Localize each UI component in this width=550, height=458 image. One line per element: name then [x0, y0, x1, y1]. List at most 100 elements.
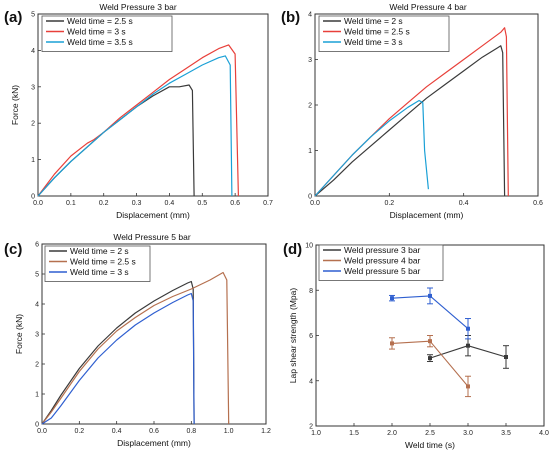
y-tick-label: 1	[308, 148, 312, 155]
series-line-2	[391, 340, 469, 387]
legend-entry: Weld time = 2.5 s	[344, 27, 410, 37]
legend-entry: Weld time = 2.5 s	[67, 16, 133, 26]
legend-box	[41, 15, 173, 52]
y-tick-label: 5	[31, 12, 35, 19]
legend-entry: Weld time = 3 s	[67, 27, 126, 37]
x-tick-label: 3.5	[501, 430, 511, 437]
x-tick-label: 0.4	[112, 428, 122, 435]
x-tick-label: 0.6	[533, 200, 543, 207]
series-line-2	[41, 271, 230, 425]
panel-b: (b) Weld Pressure 4 bar 0.0 0.2 0.4 0.6 0 1 2 3 4 D…	[281, 2, 543, 220]
y-tick-label: 5	[35, 272, 39, 279]
x-tick-label: 0.2	[99, 200, 109, 207]
y-tick-label: 0	[31, 194, 35, 201]
panel-label: (d)	[283, 241, 302, 258]
x-tick-label: 0.8	[186, 428, 196, 435]
y-tick-label: 2	[308, 103, 312, 110]
y-axis-label: Force (kN)	[14, 314, 24, 354]
x-tick-label: 0.0	[310, 200, 320, 207]
plot-frame	[37, 13, 269, 197]
y-tick-label: 2	[35, 362, 39, 369]
y-tick-label: 1	[31, 157, 35, 164]
legend-box	[44, 245, 151, 282]
data-point	[504, 354, 508, 359]
legend-entry: Weld pressure 4 bar	[344, 256, 421, 266]
legend-entry: Weld time = 3 s	[70, 267, 129, 277]
y-tick-label: 4	[309, 378, 313, 385]
x-tick-label: 1.0	[224, 428, 234, 435]
panel-label: (b)	[281, 9, 300, 26]
x-tick-label: 0.6	[230, 200, 240, 207]
data-point	[466, 384, 470, 389]
x-tick-label: 1.5	[349, 430, 359, 437]
series-line-2	[37, 44, 239, 197]
legend-entry: Weld time = 3 s	[344, 37, 403, 47]
panel-title: Weld Pressure 4 bar	[389, 2, 466, 12]
legend-entry: Weld time = 2.5 s	[70, 257, 136, 267]
y-tick-label: 1	[35, 392, 39, 399]
x-tick-label: 0.7	[263, 200, 273, 207]
x-tick-label: 1.0	[311, 430, 321, 437]
x-tick-label: 0.2	[74, 428, 84, 435]
x-tick-label: 4.0	[539, 430, 549, 437]
panel-label: (c)	[4, 241, 22, 258]
y-tick-label: 2	[309, 424, 313, 431]
data-point	[428, 356, 432, 361]
series-line-1	[314, 45, 506, 197]
legend-box	[318, 15, 450, 52]
y-tick-label: 3	[31, 84, 35, 91]
series-line-1	[41, 280, 195, 425]
x-tick-label: 0.4	[459, 200, 469, 207]
x-tick-label: 0.0	[33, 200, 43, 207]
y-tick-label: 0	[308, 194, 312, 201]
legend-entry: Weld pressure 5 bar	[344, 266, 421, 276]
x-axis-label: Displacement (mm)	[390, 210, 464, 220]
y-tick-label: 8	[309, 288, 313, 295]
x-tick-label: 0.1	[66, 200, 76, 207]
y-tick-label: 4	[308, 12, 312, 19]
x-tick-label: 0.2	[384, 200, 394, 207]
x-axis-label: Weld time (s)	[405, 440, 455, 450]
series-line-3	[314, 99, 429, 197]
x-axis-label: Displacement (mm)	[117, 438, 191, 448]
y-tick-label: 4	[31, 48, 35, 55]
data-point	[390, 341, 394, 346]
series-line-1	[37, 84, 195, 197]
x-tick-label: 0.5	[197, 200, 207, 207]
y-tick-label: 6	[309, 333, 313, 340]
x-tick-label: 0.3	[132, 200, 142, 207]
x-tick-label: 0.0	[37, 428, 47, 435]
x-tick-label: 0.4	[165, 200, 175, 207]
data-point	[466, 343, 470, 348]
y-axis-label: Lap shear strength (Mpa)	[288, 288, 298, 384]
x-tick-label: 0.6	[149, 428, 159, 435]
x-tick-label: 2.5	[425, 430, 435, 437]
x-tick-label: 3.0	[463, 430, 473, 437]
data-point	[390, 296, 394, 301]
legend-entry: Weld time = 3.5 s	[67, 37, 133, 47]
y-tick-label: 3	[308, 57, 312, 64]
y-tick-label: 0	[35, 422, 39, 429]
y-tick-label: 6	[35, 242, 39, 249]
panel-title: Weld Pressure 3 bar	[99, 2, 176, 12]
panel-c: (c) Weld Pressure 5 bar 0.0 0.2 0.4 0.6 0.8 1.0…	[4, 232, 271, 448]
panel-a: (a) Weld Pressure 3 bar 0.0 0.1 0.2 0.3 0.4 0.5…	[4, 2, 273, 220]
legend-entry: Weld time = 2 s	[344, 16, 403, 26]
y-tick-label: 2	[31, 121, 35, 128]
series-line-3	[41, 292, 195, 425]
series-line-3	[37, 55, 233, 197]
legend-box	[318, 244, 444, 281]
x-axis-label: Displacement (mm)	[116, 210, 190, 220]
legend-entry: Weld time = 2 s	[70, 246, 129, 256]
legend-entry: Weld pressure 3 bar	[344, 245, 421, 255]
panel-title: Weld Pressure 5 bar	[113, 232, 190, 242]
data-point	[466, 326, 470, 331]
y-tick-label: 4	[35, 302, 39, 309]
panel-d: (d) 1.0 1.5 2.0 2.5 3.0 3.5 4.0 2 4 6 8 10 Weld time …	[283, 241, 549, 450]
data-point	[428, 339, 432, 344]
y-axis-label: Force (kN)	[10, 85, 20, 125]
y-tick-label: 10	[305, 243, 313, 250]
y-tick-label: 3	[35, 332, 39, 339]
x-tick-label: 1.2	[261, 428, 271, 435]
